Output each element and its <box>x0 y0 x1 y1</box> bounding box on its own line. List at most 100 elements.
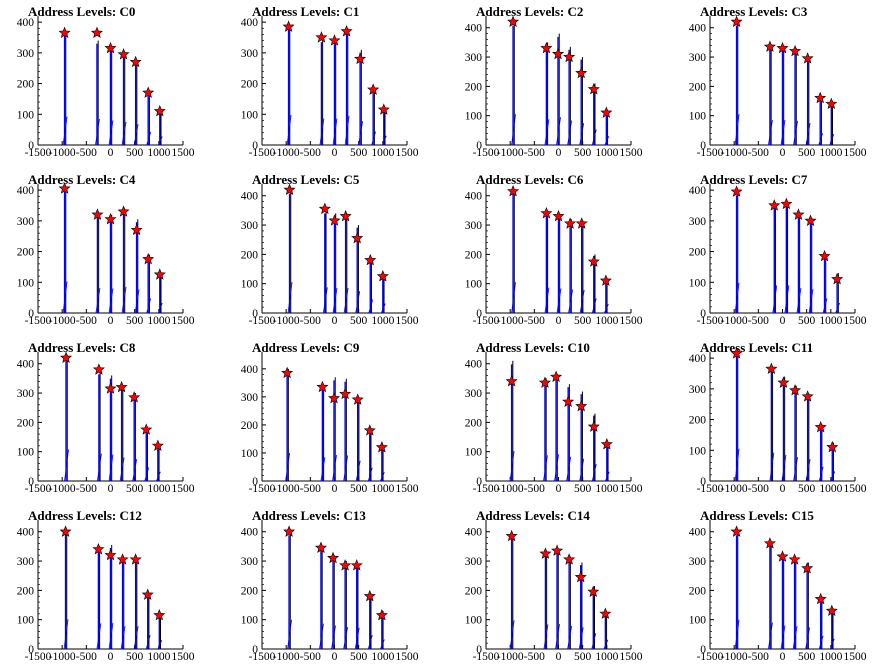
peak-marker <box>350 559 363 571</box>
peak-marker <box>587 82 600 95</box>
histogram-bin-shoulder <box>555 624 560 650</box>
histogram-bin-shoulder <box>367 634 373 650</box>
x-tick-label: 1000 <box>819 147 842 159</box>
peak-marker <box>92 543 105 555</box>
peak-marker <box>117 48 130 60</box>
x-tick-label: -500 <box>524 147 545 159</box>
peak-marker <box>339 209 352 222</box>
histogram-plot: 0 100 200 300 400 -1500-1000 -500 0 500 1000 1500 <box>689 15 867 159</box>
histogram-bin-shoulder <box>509 620 515 650</box>
histogram-bin-shoulder <box>62 281 68 314</box>
peak-marker <box>765 362 778 374</box>
x-tick-label: -1000 <box>721 483 748 495</box>
y-tick-label: 0 <box>700 644 706 656</box>
x-tick-label: 0 <box>556 483 562 495</box>
y-tick-label: 0 <box>252 308 258 320</box>
y-tick-label: 0 <box>28 308 34 320</box>
peak-marker <box>552 47 565 60</box>
peak-marker <box>363 589 376 602</box>
histogram-bin-shoulder <box>734 282 740 314</box>
x-tick-label: 1500 <box>172 147 195 159</box>
y-tick-label: 400 <box>689 353 707 365</box>
x-tick-label: -1000 <box>273 483 300 495</box>
x-tick-label: 1000 <box>595 147 618 159</box>
peak-marker <box>60 351 73 363</box>
x-tick-label: 0 <box>780 315 786 327</box>
peak-marker <box>814 420 827 433</box>
x-tick-label: 1500 <box>620 147 643 159</box>
x-tick-label: 1500 <box>396 651 419 663</box>
x-tick-label: 1500 <box>620 483 643 495</box>
x-tick-label: 500 <box>350 483 368 495</box>
histogram-bin-shoulder <box>108 288 114 314</box>
peak-marker <box>587 420 600 432</box>
histogram-bin-shoulder <box>97 453 102 482</box>
histogram-bin-shoulder <box>509 450 515 482</box>
histogram-panel: Address Levels: C1 0 100 200 300 400 -1500 -100… <box>224 0 448 168</box>
histogram-bin-shoulder <box>604 304 609 314</box>
peak-marker <box>788 553 801 565</box>
y-tick-label: 300 <box>689 556 707 568</box>
y-tick-label: 300 <box>689 52 707 64</box>
y-tick-label: 100 <box>17 615 35 627</box>
histogram-bin-shoulder <box>319 623 324 650</box>
x-tick-label: -500 <box>300 651 321 663</box>
y-tick-label: 300 <box>17 388 35 400</box>
peak-marker <box>814 592 827 605</box>
y-tick-label: 400 <box>241 364 259 376</box>
x-tick-label: 0 <box>556 315 562 327</box>
peak-marker <box>505 529 518 542</box>
peak-marker <box>364 253 377 266</box>
peak-marker <box>730 15 743 27</box>
histogram-bin-shoulder <box>343 455 349 482</box>
histogram-bin-shoulder <box>544 119 550 146</box>
x-tick-label: -500 <box>748 651 769 663</box>
y-tick-label: 400 <box>465 191 483 203</box>
x-tick-label: 1500 <box>844 483 867 495</box>
x-tick-label: 1500 <box>172 315 195 327</box>
y-tick-label: 400 <box>465 359 483 371</box>
peak-marker <box>563 50 576 63</box>
y-tick-label: 300 <box>17 48 35 60</box>
panel-title: Address Levels: C2 <box>476 4 584 19</box>
histogram-bin-shoulder <box>781 454 787 482</box>
peak-marker <box>328 214 341 226</box>
x-tick-label: -500 <box>524 315 545 327</box>
x-tick-label: -1000 <box>721 651 748 663</box>
x-tick-label: -1000 <box>497 483 524 495</box>
peak-marker <box>142 86 155 98</box>
histogram-bin-shoulder <box>332 118 338 146</box>
histogram-bin-shoulder <box>734 114 740 146</box>
histogram-bin-shoulder <box>332 288 338 314</box>
histogram-panel: Address Levels: C9 0 100 200 300 400 -1500 -100… <box>224 336 448 504</box>
histogram-bin-shoulder <box>554 454 559 482</box>
y-tick-label: 200 <box>241 249 259 261</box>
histogram-bin-shoulder <box>344 115 350 146</box>
peak-marker <box>587 255 600 267</box>
x-tick-label: 0 <box>332 483 338 495</box>
y-tick-label: 300 <box>241 48 259 60</box>
x-tick-label: 0 <box>108 651 114 663</box>
y-tick-label: 0 <box>476 644 482 656</box>
histogram-panel: Address Levels: C15 0 100 200 300 400 -1500 -10… <box>672 504 896 672</box>
histogram-bin-shoulder <box>331 625 336 650</box>
peak-marker <box>376 270 389 282</box>
histogram-plot: 0 100 200 300 400 -1500-1000 -500 0 500 1000 1500 <box>241 352 419 495</box>
panel-title: Address Levels: C7 <box>700 172 808 187</box>
y-tick-label: 100 <box>17 109 35 121</box>
histogram-bin-shoulder <box>133 626 139 650</box>
peak-marker <box>814 91 827 104</box>
histogram-bin-shoulder <box>543 455 548 482</box>
peak-marker <box>59 525 72 537</box>
peak-marker <box>763 537 776 549</box>
peak-marker <box>104 41 117 54</box>
peak-marker <box>550 370 563 383</box>
histogram-plot: 0 100 200 300 400 -1500-1000 -500 0 500 1000 1500 <box>241 16 419 159</box>
peak-marker <box>314 541 327 553</box>
histogram-bin-shoulder <box>818 133 824 146</box>
x-tick-label: 1500 <box>172 483 195 495</box>
histogram-bin-shoulder <box>157 640 163 650</box>
y-tick-label: 200 <box>465 249 483 261</box>
x-tick-label: -1000 <box>497 147 524 159</box>
x-tick-label: 1500 <box>396 147 419 159</box>
